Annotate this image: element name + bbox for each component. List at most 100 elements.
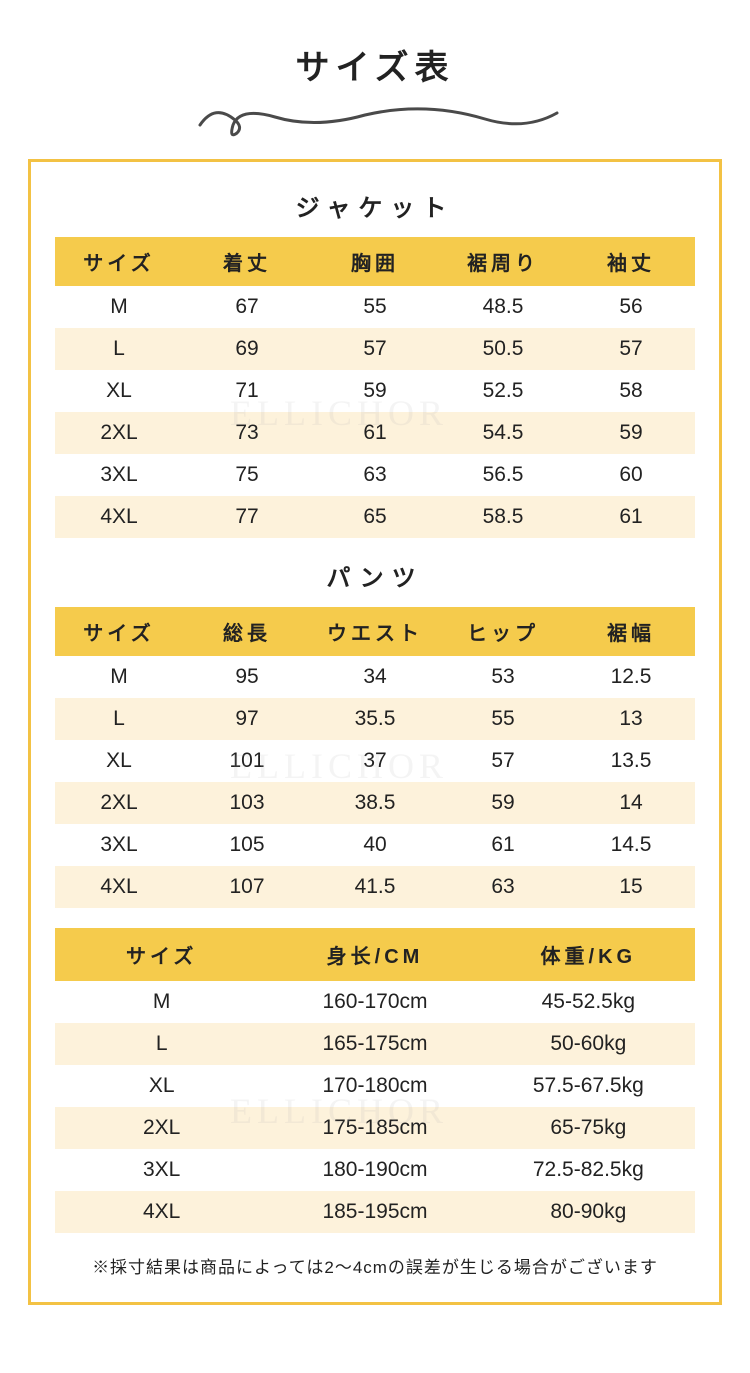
pants-cell: 37: [311, 740, 439, 782]
jacket-col-size: サイズ: [55, 237, 183, 286]
measurement-footnote: ※採寸結果は商品によっては2～4cmの誤差が生じる場合がございます: [55, 1253, 695, 1278]
pants-cell: 14: [567, 782, 695, 824]
pants-cell: 2XL: [55, 782, 183, 824]
pants-cell: 40: [311, 824, 439, 866]
pants-col-waist: ウエスト: [311, 607, 439, 656]
pants-cell: 13: [567, 698, 695, 740]
reference-cell: 160-170cm: [268, 981, 481, 1023]
pants-row: 2XL10338.55914: [55, 782, 695, 824]
reference-row: 3XL180-190cm72.5-82.5kg: [55, 1149, 695, 1191]
jacket-cell: 56: [567, 286, 695, 328]
reference-row: 2XL175-185cm65-75kg: [55, 1107, 695, 1149]
reference-cell: 175-185cm: [268, 1107, 481, 1149]
reference-cell: 3XL: [55, 1149, 268, 1191]
size-chart-frame: ジャケット サイズ 着丈 胸囲 裾周り 袖丈 M675548.556L69575…: [28, 159, 722, 1305]
pants-col-hip: ヒップ: [439, 607, 567, 656]
pants-col-hem: 裾幅: [567, 607, 695, 656]
reference-cell: 185-195cm: [268, 1191, 481, 1233]
reference-cell: L: [55, 1023, 268, 1065]
reference-cell: 165-175cm: [268, 1023, 481, 1065]
reference-cell: 180-190cm: [268, 1149, 481, 1191]
ref-col-height: 身长/CM: [268, 928, 481, 981]
jacket-cell: 77: [183, 496, 311, 538]
pants-cell: 55: [439, 698, 567, 740]
pants-cell: 35.5: [311, 698, 439, 740]
pants-col-length: 総長: [183, 607, 311, 656]
pants-cell: 107: [183, 866, 311, 908]
jacket-cell: 48.5: [439, 286, 567, 328]
reference-cell: XL: [55, 1065, 268, 1107]
pants-cell: XL: [55, 740, 183, 782]
pants-col-size: サイズ: [55, 607, 183, 656]
jacket-cell: 57: [567, 328, 695, 370]
jacket-cell: 75: [183, 454, 311, 496]
pants-cell: 97: [183, 698, 311, 740]
reference-cell: 45-52.5kg: [482, 981, 695, 1023]
pants-cell: 57: [439, 740, 567, 782]
reference-row: XL170-180cm57.5-67.5kg: [55, 1065, 695, 1107]
pants-row: M95345312.5: [55, 656, 695, 698]
ref-col-size: サイズ: [55, 928, 268, 981]
jacket-row: L695750.557: [55, 328, 695, 370]
pants-cell: 12.5: [567, 656, 695, 698]
pants-cell: 59: [439, 782, 567, 824]
reference-cell: 72.5-82.5kg: [482, 1149, 695, 1191]
reference-cell: 57.5-67.5kg: [482, 1065, 695, 1107]
pants-cell: M: [55, 656, 183, 698]
jacket-col-chest: 胸囲: [311, 237, 439, 286]
pants-cell: 38.5: [311, 782, 439, 824]
reference-cell: 170-180cm: [268, 1065, 481, 1107]
pants-cell: 4XL: [55, 866, 183, 908]
jacket-row: XL715952.558: [55, 370, 695, 412]
reference-cell: 4XL: [55, 1191, 268, 1233]
ref-col-weight: 体重/KG: [482, 928, 695, 981]
jacket-cell: 4XL: [55, 496, 183, 538]
pants-cell: 53: [439, 656, 567, 698]
jacket-cell: 58.5: [439, 496, 567, 538]
pants-cell: 13.5: [567, 740, 695, 782]
jacket-cell: 67: [183, 286, 311, 328]
pants-row: 3XL105406114.5: [55, 824, 695, 866]
reference-row: 4XL185-195cm80-90kg: [55, 1191, 695, 1233]
pants-cell: L: [55, 698, 183, 740]
reference-table: サイズ 身长/CM 体重/KG M160-170cm45-52.5kgL165-…: [55, 928, 695, 1233]
jacket-cell: M: [55, 286, 183, 328]
jacket-cell: 71: [183, 370, 311, 412]
jacket-cell: 65: [311, 496, 439, 538]
jacket-cell: 2XL: [55, 412, 183, 454]
reference-cell: 50-60kg: [482, 1023, 695, 1065]
pants-cell: 14.5: [567, 824, 695, 866]
jacket-cell: 59: [311, 370, 439, 412]
jacket-cell: L: [55, 328, 183, 370]
pants-cell: 95: [183, 656, 311, 698]
jacket-col-length: 着丈: [183, 237, 311, 286]
pants-cell: 61: [439, 824, 567, 866]
jacket-cell: XL: [55, 370, 183, 412]
jacket-cell: 61: [311, 412, 439, 454]
pants-cell: 41.5: [311, 866, 439, 908]
reference-cell: 80-90kg: [482, 1191, 695, 1233]
pants-row: L9735.55513: [55, 698, 695, 740]
jacket-cell: 69: [183, 328, 311, 370]
jacket-col-hem: 裾周り: [439, 237, 567, 286]
pants-cell: 34: [311, 656, 439, 698]
jacket-section-title: ジャケット: [55, 188, 695, 223]
jacket-cell: 50.5: [439, 328, 567, 370]
jacket-col-sleeve: 袖丈: [567, 237, 695, 286]
jacket-cell: 59: [567, 412, 695, 454]
jacket-cell: 61: [567, 496, 695, 538]
jacket-cell: 58: [567, 370, 695, 412]
jacket-cell: 3XL: [55, 454, 183, 496]
reference-cell: M: [55, 981, 268, 1023]
pants-table: サイズ 総長 ウエスト ヒップ 裾幅 M95345312.5L9735.5551…: [55, 607, 695, 908]
jacket-cell: 55: [311, 286, 439, 328]
jacket-table: サイズ 着丈 胸囲 裾周り 袖丈 M675548.556L695750.557X…: [55, 237, 695, 538]
jacket-row: 2XL736154.559: [55, 412, 695, 454]
pants-cell: 15: [567, 866, 695, 908]
pants-cell: 3XL: [55, 824, 183, 866]
reference-cell: 65-75kg: [482, 1107, 695, 1149]
pants-section-title: パンツ: [55, 558, 695, 593]
jacket-row: M675548.556: [55, 286, 695, 328]
decorative-squiggle: [185, 95, 565, 141]
reference-row: L165-175cm50-60kg: [55, 1023, 695, 1065]
